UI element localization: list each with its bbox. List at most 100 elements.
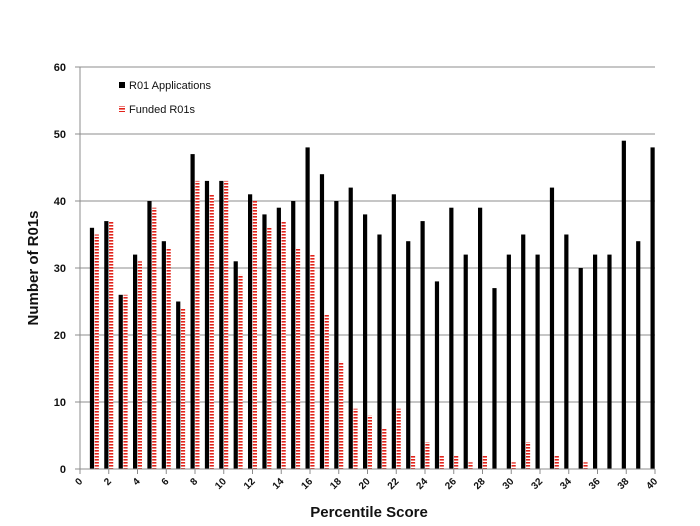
x-tick-label: 40: [644, 476, 660, 492]
bar-funded: [166, 247, 171, 469]
bar-funded: [252, 201, 257, 469]
bar-applications: [391, 194, 396, 470]
bar-funded: [195, 180, 200, 469]
bar-applications: [564, 234, 569, 469]
bar-applications: [147, 201, 152, 469]
bar-applications: [89, 227, 95, 469]
bar-applications: [506, 254, 511, 469]
bar-applications: [262, 214, 267, 469]
x-tick-label: 2: [102, 476, 114, 488]
bar-funded: [339, 361, 344, 469]
x-tick-label: 38: [616, 476, 632, 492]
bar-applications: [319, 174, 325, 469]
gridlines: [80, 66, 655, 403]
x-tick-label: 36: [587, 476, 603, 492]
y-tick-label: 30: [54, 263, 66, 275]
bar-funded: [295, 247, 301, 469]
bar-applications: [434, 281, 440, 469]
legend-swatch-funded: [119, 106, 125, 112]
x-axis-title: Percentile Score: [310, 504, 428, 521]
legend-label-applications: R01 Applications: [129, 80, 211, 92]
x-tick-label: 28: [472, 476, 488, 492]
bar-funded: [482, 455, 487, 469]
bar-applications: [348, 187, 353, 469]
bar-funded: [454, 455, 459, 469]
bar-applications: [133, 254, 138, 469]
bar-applications: [607, 254, 612, 469]
bar-funded: [209, 194, 214, 470]
x-tick-label: 4: [131, 476, 143, 488]
bar-funded: [267, 227, 272, 469]
bar-funded: [94, 234, 99, 469]
legend: R01 Applications Funded R01s: [119, 80, 211, 116]
bar-funded: [396, 408, 401, 469]
x-tick-label: 26: [443, 476, 459, 492]
bars: [89, 140, 655, 470]
bar-funded: [180, 308, 186, 469]
bar-applications: [478, 207, 483, 469]
bar-applications: [406, 241, 411, 469]
bar-funded: [468, 462, 473, 469]
bar-applications: [276, 207, 281, 469]
x-tick-label: 0: [73, 476, 85, 488]
x-tick-label: 10: [213, 476, 229, 492]
bar-applications: [291, 201, 296, 469]
x-tick-label: 14: [271, 476, 287, 492]
bar-applications: [549, 187, 555, 469]
x-tick-label: 20: [357, 476, 373, 492]
y-tick-label: 50: [54, 129, 66, 141]
bar-applications: [463, 254, 468, 469]
bar-applications: [521, 234, 526, 469]
y-tick-label: 0: [60, 464, 66, 476]
bar-funded: [511, 462, 516, 469]
bar-applications: [233, 261, 238, 469]
bar-applications: [104, 221, 109, 469]
bar-funded: [152, 207, 157, 469]
x-tick-label: 30: [501, 476, 517, 492]
y-tick-label: 60: [54, 62, 66, 74]
bar-funded: [353, 408, 358, 469]
bar-funded: [123, 294, 128, 469]
bar-funded: [425, 442, 430, 469]
x-tick-label: 8: [188, 476, 200, 488]
bar-applications: [535, 254, 540, 469]
bar-applications: [636, 241, 641, 469]
bar-funded: [525, 442, 531, 469]
bar-applications: [492, 288, 497, 469]
bar-applications: [190, 154, 195, 469]
x-tick-label: 18: [328, 476, 344, 492]
bar-funded: [310, 254, 315, 469]
bar-funded: [324, 314, 329, 469]
bar-applications: [118, 294, 123, 469]
bar-applications: [248, 194, 253, 470]
bar-funded: [410, 455, 416, 469]
y-tick-label: 10: [54, 397, 66, 409]
bar-applications: [593, 254, 598, 469]
x-tick-label: 34: [558, 476, 574, 492]
x-tick-label: 24: [414, 476, 430, 492]
bar-applications: [377, 234, 382, 469]
bar-applications: [650, 147, 655, 469]
bar-applications: [420, 221, 425, 469]
bar-funded: [367, 415, 372, 469]
bar-applications: [449, 207, 454, 469]
bar-funded: [109, 221, 114, 469]
legend-swatch-applications: [119, 82, 125, 88]
x-tick-label: 32: [529, 476, 545, 492]
bar-applications: [219, 180, 224, 469]
bar-funded: [439, 455, 444, 469]
bar-funded: [281, 221, 286, 469]
y-tick-label: 20: [54, 330, 66, 342]
bar-applications: [161, 241, 166, 469]
y-axis-title: Number of R01s: [25, 210, 42, 325]
bar-funded: [224, 180, 229, 469]
bar-applications: [621, 140, 626, 469]
x-tick-label: 12: [242, 476, 258, 492]
bar-funded: [583, 462, 588, 469]
bar-applications: [363, 214, 368, 469]
bar-funded: [137, 261, 142, 469]
bar-funded: [554, 455, 559, 469]
bar-funded: [382, 428, 387, 469]
